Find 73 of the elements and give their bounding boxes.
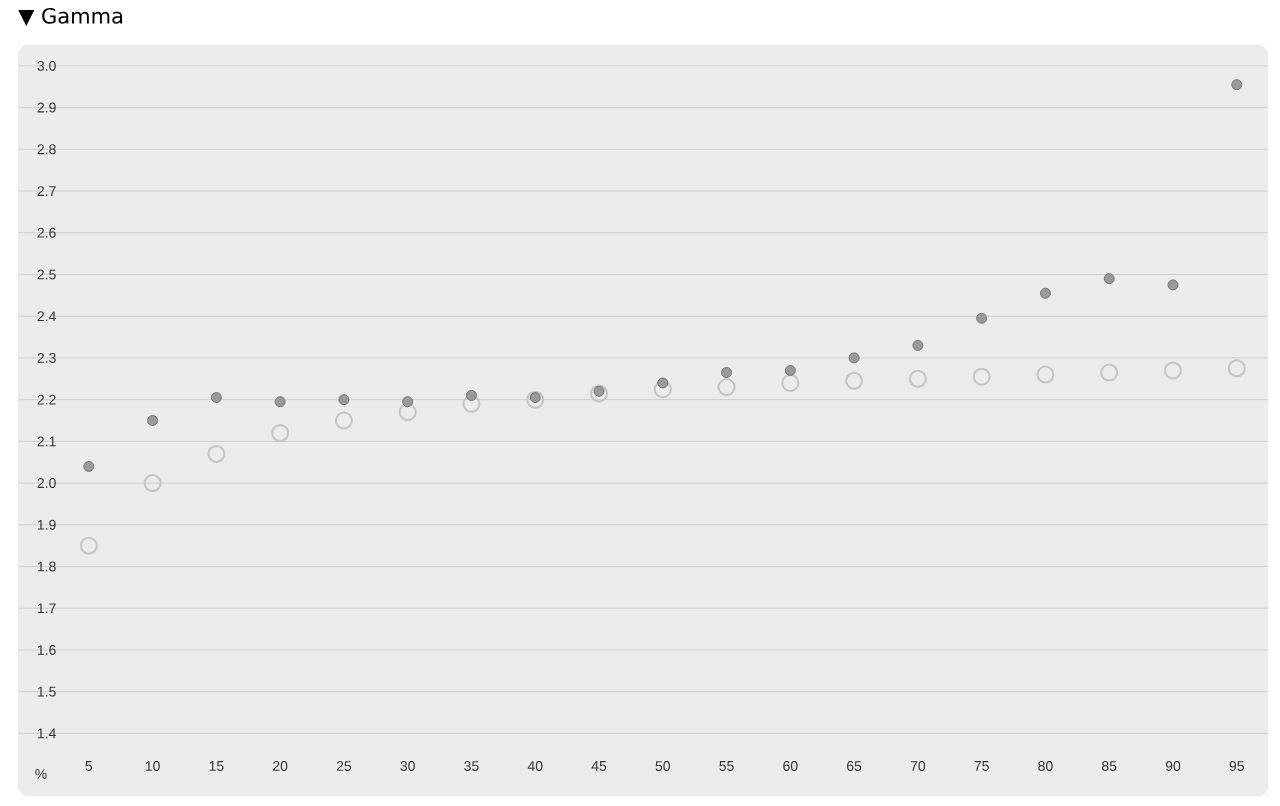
point — [976, 312, 988, 324]
point — [590, 384, 608, 403]
x-tick-label: 85 — [1102, 761, 1117, 771]
y-tick-label: 1.6 — [37, 645, 56, 655]
x-tick-label: 30 — [400, 761, 415, 771]
x-tick-label: 65 — [847, 761, 862, 771]
point — [338, 394, 350, 406]
y-tick-label: 2.6 — [37, 227, 56, 238]
point — [210, 392, 222, 404]
point — [1103, 273, 1115, 285]
y-tick-label: 2.1 — [37, 436, 56, 447]
point — [1227, 359, 1246, 378]
point — [657, 377, 669, 389]
x-tick-label: 40 — [527, 761, 543, 771]
x-tick-label: 20 — [273, 761, 288, 771]
x-tick-label: 5 — [85, 761, 93, 771]
point — [465, 389, 477, 401]
y-tick-label: 2.4 — [37, 311, 56, 322]
x-tick-label: 45 — [591, 761, 607, 771]
x-tick-label: 10 — [145, 761, 160, 771]
point — [912, 339, 924, 351]
x-tick-label: 95 — [1229, 761, 1244, 771]
y-tick-label: 2.3 — [37, 352, 56, 363]
point — [83, 460, 95, 472]
point — [1167, 279, 1179, 291]
point — [143, 474, 162, 493]
x-tick-label: 15 — [209, 761, 224, 771]
x-tick-label: 80 — [1038, 761, 1053, 771]
y-tick-label: 1.8 — [37, 561, 56, 572]
x-tick-label: 60 — [783, 761, 798, 771]
point — [1039, 287, 1051, 299]
point — [781, 373, 800, 392]
y-tick-label: 1.7 — [37, 603, 56, 614]
point — [845, 371, 864, 390]
point — [784, 364, 796, 376]
point — [79, 536, 98, 555]
y-tick-label: 2.9 — [37, 102, 56, 113]
x-tick-label: 50 — [655, 761, 671, 771]
y-tick-label: 2.7 — [37, 186, 56, 196]
point — [717, 378, 736, 397]
point — [848, 352, 860, 364]
y-tick-label: 2.2 — [37, 394, 56, 405]
point — [1163, 361, 1182, 380]
x-tick-label: 35 — [464, 761, 479, 771]
y-tick-label: 1.9 — [37, 519, 56, 530]
point — [721, 367, 733, 379]
y-tick-label: 2.0 — [37, 478, 56, 489]
y-tick-label: 2.8 — [37, 144, 56, 155]
point — [653, 380, 672, 399]
x-tick-label: 55 — [719, 761, 734, 771]
x-tick-label: 25 — [336, 761, 352, 771]
point — [972, 367, 991, 386]
point — [147, 415, 159, 426]
y-tick-label: 1.5 — [37, 686, 56, 697]
point — [526, 390, 545, 409]
point — [908, 369, 927, 388]
point — [1100, 363, 1119, 382]
point — [1231, 79, 1243, 91]
point — [271, 424, 290, 443]
point — [1036, 365, 1055, 384]
x-axis-title: % — [35, 769, 47, 779]
point — [398, 403, 417, 422]
x-tick-label: 70 — [910, 761, 926, 771]
point — [207, 444, 226, 463]
point — [334, 411, 353, 430]
x-tick-label: 75 — [974, 761, 989, 771]
point — [402, 396, 414, 408]
x-tick-label: 90 — [1165, 761, 1181, 771]
chart-title: ▼ Gamma — [18, 7, 123, 27]
y-tick-label: 1.4 — [37, 728, 56, 739]
point — [274, 396, 286, 408]
y-tick-label: 3.0 — [37, 60, 56, 71]
y-tick-label: 2.5 — [37, 269, 56, 280]
